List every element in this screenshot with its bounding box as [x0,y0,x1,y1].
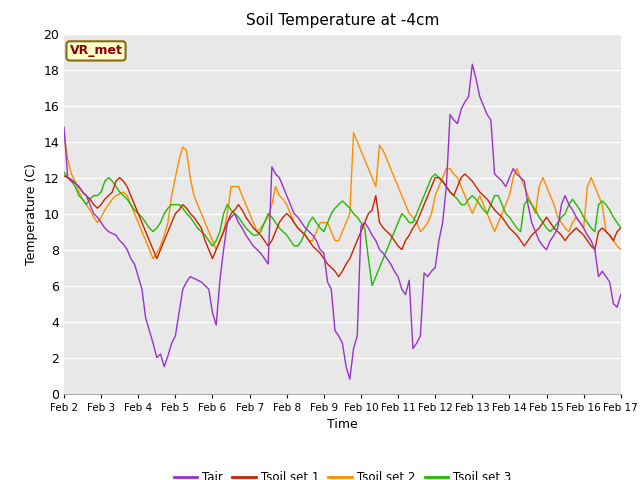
Legend: Tair, Tsoil set 1, Tsoil set 2, Tsoil set 3: Tair, Tsoil set 1, Tsoil set 2, Tsoil se… [169,466,516,480]
Y-axis label: Temperature (C): Temperature (C) [25,163,38,264]
Text: VR_met: VR_met [70,44,122,58]
Title: Soil Temperature at -4cm: Soil Temperature at -4cm [246,13,439,28]
X-axis label: Time: Time [327,418,358,431]
